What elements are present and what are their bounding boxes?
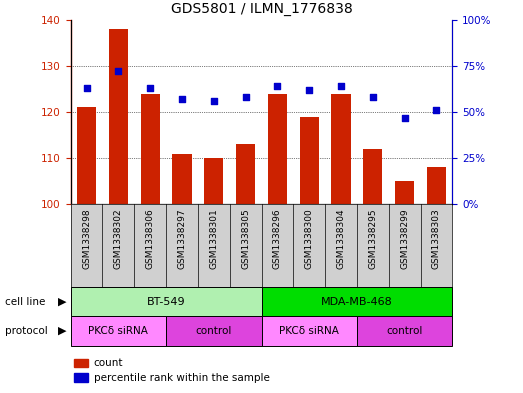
Text: control: control — [386, 326, 423, 336]
Point — [210, 98, 218, 104]
Text: cell line: cell line — [5, 297, 46, 307]
Text: GSM1338300: GSM1338300 — [305, 208, 314, 269]
Text: GSM1338304: GSM1338304 — [336, 208, 346, 269]
Text: GSM1338299: GSM1338299 — [400, 208, 409, 269]
Text: GSM1338297: GSM1338297 — [177, 208, 187, 269]
Point — [114, 68, 122, 75]
Bar — [357, 316, 452, 346]
Text: GSM1338303: GSM1338303 — [432, 208, 441, 269]
Text: ▶: ▶ — [58, 326, 66, 336]
Point — [305, 87, 313, 93]
Point — [178, 96, 186, 102]
Text: GSM1338305: GSM1338305 — [241, 208, 250, 269]
Point — [401, 114, 409, 121]
Bar — [71, 287, 262, 316]
Text: control: control — [196, 326, 232, 336]
Text: count: count — [94, 358, 123, 367]
Bar — [141, 94, 160, 204]
Point — [82, 85, 90, 91]
Point — [337, 83, 345, 89]
Bar — [395, 181, 414, 204]
Title: GDS5801 / ILMN_1776838: GDS5801 / ILMN_1776838 — [170, 2, 353, 16]
Bar — [262, 316, 357, 346]
Bar — [300, 117, 319, 204]
Bar — [427, 167, 446, 204]
Bar — [109, 29, 128, 204]
Text: GSM1338302: GSM1338302 — [114, 208, 123, 269]
Bar — [77, 107, 96, 204]
Bar — [268, 94, 287, 204]
Text: GSM1338295: GSM1338295 — [368, 208, 378, 269]
Bar — [74, 373, 88, 382]
Text: percentile rank within the sample: percentile rank within the sample — [94, 373, 269, 383]
Text: MDA-MB-468: MDA-MB-468 — [321, 297, 393, 307]
Point — [146, 85, 154, 91]
Point — [433, 107, 441, 113]
Point — [273, 83, 281, 89]
Bar — [236, 144, 255, 204]
Bar — [363, 149, 382, 204]
Bar — [71, 316, 166, 346]
Bar — [74, 358, 88, 367]
Text: GSM1338301: GSM1338301 — [209, 208, 218, 269]
Bar — [166, 316, 262, 346]
Text: GSM1338298: GSM1338298 — [82, 208, 91, 269]
Point — [242, 94, 250, 100]
Text: ▶: ▶ — [58, 297, 66, 307]
Bar — [332, 94, 350, 204]
Bar — [173, 154, 191, 204]
Text: PKCδ siRNA: PKCδ siRNA — [279, 326, 339, 336]
Text: PKCδ siRNA: PKCδ siRNA — [88, 326, 148, 336]
Bar — [262, 287, 452, 316]
Text: protocol: protocol — [5, 326, 48, 336]
Text: GSM1338296: GSM1338296 — [273, 208, 282, 269]
Point — [369, 94, 377, 100]
Text: GSM1338306: GSM1338306 — [145, 208, 155, 269]
Text: BT-549: BT-549 — [147, 297, 185, 307]
Bar — [204, 158, 223, 204]
